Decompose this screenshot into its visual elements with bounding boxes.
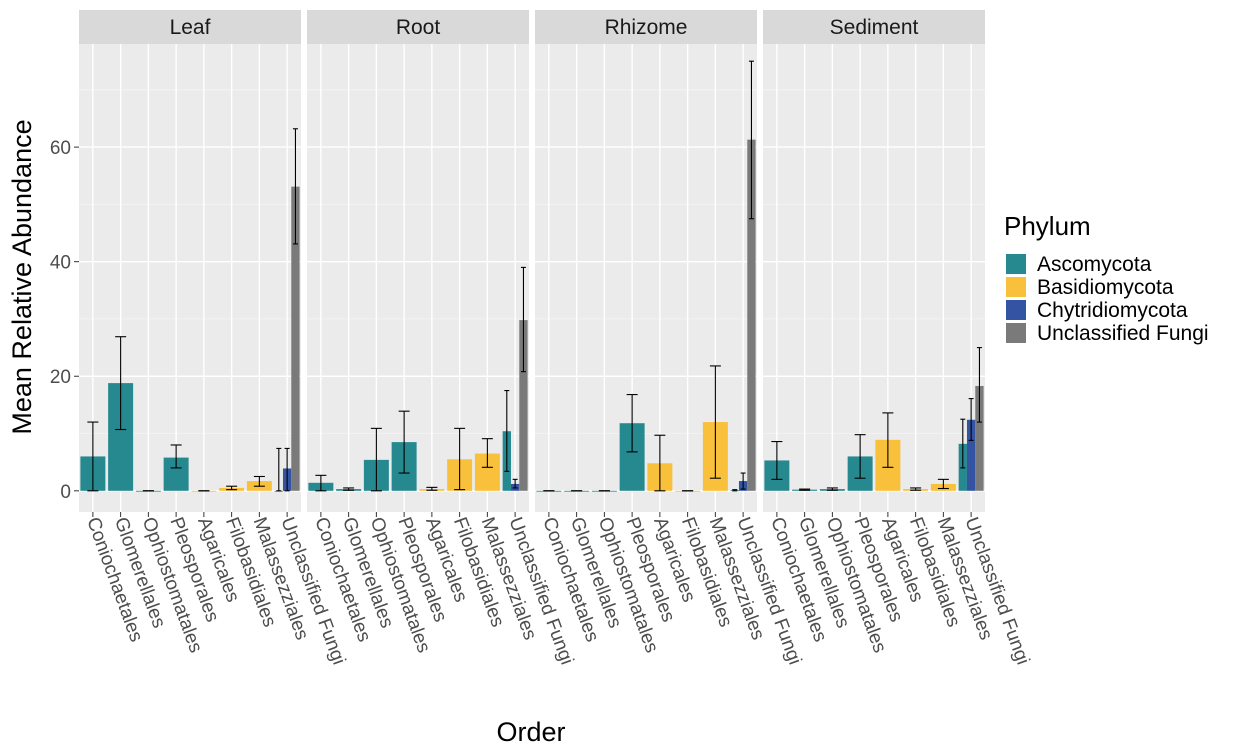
panel-background (307, 44, 529, 512)
error-bar (960, 418, 966, 469)
error-bar (315, 474, 327, 492)
error-bar (937, 478, 949, 490)
legend-label-ascomycota: Ascomycota (1037, 253, 1152, 276)
bar-leaf-unclassified-fungi-unclassified-fungi (291, 186, 300, 491)
strip-root (307, 10, 529, 44)
error-bar (520, 266, 526, 373)
strip-label-sediment: Sediment (830, 16, 919, 39)
error-bar (115, 336, 127, 431)
error-bar (748, 60, 754, 220)
legend-key-basidiomycota (1006, 277, 1026, 297)
facet-panels: Leaf Root Rhizome Sediment (79, 10, 985, 512)
error-bar (226, 485, 238, 491)
error-bar (976, 347, 982, 423)
error-bar (512, 478, 518, 489)
legend-label-unclassified-fungi: Unclassified Fungi (1037, 322, 1209, 345)
bar-sediment-unclassified-fungi-unclassified-fungi (975, 385, 984, 491)
y-tick-label: 0 (60, 482, 71, 503)
legend-title: Phylum (1004, 211, 1091, 241)
error-bar (284, 447, 290, 492)
legend-label-chytridiomycota: Chytridiomycota (1037, 299, 1188, 322)
error-bar (910, 487, 922, 491)
error-bar (732, 489, 738, 492)
error-bar (654, 434, 666, 492)
strip-label-rhizome: Rhizome (605, 16, 688, 39)
legend-key-unclassified-fungi (1006, 323, 1026, 343)
error-bar (253, 475, 265, 487)
error-bar (799, 488, 811, 491)
error-bar (882, 412, 894, 468)
y-tick-label: 20 (50, 367, 71, 388)
bar-sediment-unclassified-fungi-chytridiomycota (966, 419, 976, 491)
error-bar (854, 434, 866, 479)
error-bar (426, 486, 438, 491)
strip-leaf (79, 10, 301, 44)
error-bar (481, 438, 493, 468)
error-bar (740, 472, 746, 490)
error-bar (370, 427, 382, 492)
strip-label-root: Root (396, 16, 441, 39)
error-bar (826, 487, 838, 491)
error-bar (626, 394, 638, 453)
y-axis: 0 20 40 60 (50, 138, 79, 503)
legend-key-chytridiomycota (1006, 300, 1026, 320)
x-axis: ConiochaetalesGlomerellalesOphiostomatal… (82, 512, 1033, 668)
panel-sediment: Sediment (763, 10, 985, 512)
error-bar (454, 427, 466, 491)
strip-label-leaf: Leaf (170, 16, 211, 39)
error-bar (170, 444, 182, 469)
error-bar (87, 421, 99, 492)
error-bar (504, 390, 510, 472)
strip-rhizome (535, 10, 757, 44)
legend-label-basidiomycota: Basidiomycota (1037, 276, 1174, 299)
error-bar (276, 447, 282, 492)
error-bar (771, 440, 783, 480)
error-bar (709, 365, 721, 479)
panel-rhizome: Rhizome (535, 10, 757, 512)
strip-sediment (763, 10, 985, 44)
y-tick-label: 40 (50, 253, 71, 274)
legend: Phylum AscomycotaBasidiomycotaChytridiom… (1004, 211, 1209, 345)
panel-root: Root (307, 10, 529, 512)
error-bar (343, 487, 355, 491)
error-bar (398, 410, 410, 474)
y-tick-label: 60 (50, 138, 71, 159)
error-bar (968, 398, 974, 441)
bar-root-unclassified-fungi-unclassified-fungi (519, 320, 528, 491)
bar-rhizome-unclassified-fungi-unclassified-fungi (747, 139, 756, 491)
legend-key-ascomycota (1006, 254, 1026, 274)
y-axis-title: Mean Relative Abundance (7, 119, 37, 434)
error-bar (292, 128, 298, 245)
panel-leaf: Leaf (79, 10, 301, 512)
panel-background (763, 44, 985, 512)
x-axis-title: Order (496, 717, 565, 747)
